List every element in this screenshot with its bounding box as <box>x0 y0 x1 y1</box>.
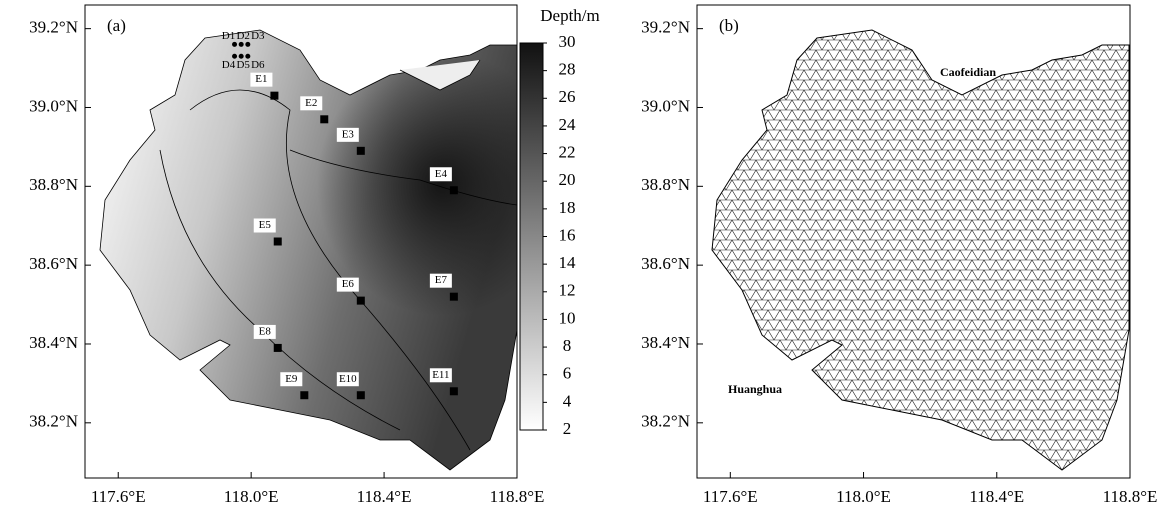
station-label: E6 <box>342 278 355 290</box>
station-label: E4 <box>435 168 448 180</box>
place-label: Caofeidian <box>940 65 996 79</box>
y-tick-label: 39.0°N <box>641 96 690 115</box>
colorbar-tick-label: 4 <box>563 391 572 410</box>
monitor-dot <box>232 53 238 59</box>
colorbar-tick-label: 10 <box>559 308 576 327</box>
x-tick-label: 117.6°E <box>703 487 758 506</box>
y-tick-label: 38.4°N <box>29 333 78 352</box>
x-tick-label: 118.8°E <box>1103 487 1157 506</box>
colorbar-tick-label: 18 <box>559 198 576 217</box>
station-marker <box>356 296 365 305</box>
y-tick-label: 38.2°N <box>641 412 690 431</box>
colorbar-tick-label: 14 <box>559 253 577 272</box>
x-tick-label: 118.8°E <box>490 487 545 506</box>
station-label: E7 <box>435 274 448 286</box>
monitor-dot <box>245 41 251 47</box>
colorbar-tick-label: 28 <box>559 60 576 79</box>
x-tick-label: 118.0°E <box>224 487 279 506</box>
x-tick-label: 118.0°E <box>836 487 891 506</box>
station-marker <box>273 237 282 246</box>
y-tick-label: 38.6°N <box>29 254 78 273</box>
station-marker <box>356 146 365 155</box>
station-label: E11 <box>432 369 449 381</box>
station-label: E9 <box>285 373 298 385</box>
dot-label: D3 <box>251 30 265 42</box>
colorbar-tick-label: 22 <box>559 142 576 161</box>
colorbar-tick-label: 12 <box>559 281 576 300</box>
y-tick-label: 39.0°N <box>29 96 78 115</box>
station-marker <box>270 91 279 100</box>
station-label-bg <box>429 167 452 182</box>
station-label: E2 <box>305 97 317 109</box>
x-tick-label: 118.4°E <box>357 487 412 506</box>
station-label-bg <box>429 368 452 383</box>
dot-label: D2 <box>236 30 249 42</box>
plot-frame <box>84 4 518 479</box>
station-label-bg <box>250 72 273 87</box>
panel-label: (a) <box>107 16 126 35</box>
colorbar-tick-label: 8 <box>563 336 572 355</box>
station-label-bg <box>336 127 359 142</box>
dot-label: D1 <box>222 30 235 42</box>
colorbar-tick-label: 24 <box>559 115 577 134</box>
station-label-bg <box>336 277 359 292</box>
dot-label: D6 <box>251 59 265 71</box>
x-tick-label: 118.4°E <box>969 487 1024 506</box>
colorbar-tick-label: 26 <box>559 87 576 106</box>
station-marker <box>356 391 365 400</box>
panel-b-map <box>711 29 1130 471</box>
panel-a-map <box>99 29 518 471</box>
monitor-dot <box>232 41 238 47</box>
station-marker <box>449 387 458 396</box>
y-tick-label: 38.2°N <box>29 412 78 431</box>
colorbar-title: Depth/m <box>540 6 600 25</box>
station-marker <box>449 292 458 301</box>
monitor-dot <box>245 53 251 59</box>
station-marker <box>320 115 329 124</box>
station-label-bg <box>253 324 276 339</box>
y-tick-label: 38.6°N <box>641 254 690 273</box>
colorbar-tick-label: 16 <box>559 225 576 244</box>
plot-frame <box>696 4 1131 479</box>
station-label: E3 <box>342 128 355 140</box>
y-tick-label: 38.8°N <box>641 175 690 194</box>
station-label: E1 <box>255 73 267 85</box>
colorbar <box>519 42 544 431</box>
y-tick-label: 39.2°N <box>641 18 690 37</box>
station-label: E5 <box>259 219 272 231</box>
station-label: E8 <box>259 325 272 337</box>
y-tick-label: 38.4°N <box>641 333 690 352</box>
place-label: Huanghua <box>728 382 782 396</box>
y-tick-label: 39.2°N <box>29 18 78 37</box>
station-label-bg <box>336 372 359 387</box>
colorbar-tick-label: 30 <box>559 32 576 51</box>
station-label-bg <box>429 273 452 288</box>
station-marker <box>300 391 309 400</box>
dot-label: D5 <box>236 59 250 71</box>
dot-label: D4 <box>222 59 236 71</box>
station-marker <box>273 343 282 352</box>
colorbar-tick-label: 20 <box>559 170 576 189</box>
panel-label: (b) <box>719 16 739 35</box>
monitor-dot <box>238 53 244 59</box>
station-label-bg <box>300 96 323 111</box>
colorbar-tick-label: 6 <box>563 364 572 383</box>
monitor-dot <box>238 41 244 47</box>
x-tick-label: 117.6°E <box>91 487 146 506</box>
station-marker <box>449 186 458 195</box>
colorbar-tick-label: 2 <box>563 419 572 438</box>
station-label: E10 <box>339 373 357 385</box>
station-label-bg <box>253 218 276 233</box>
station-label-bg <box>280 372 303 387</box>
y-tick-label: 38.8°N <box>29 175 78 194</box>
